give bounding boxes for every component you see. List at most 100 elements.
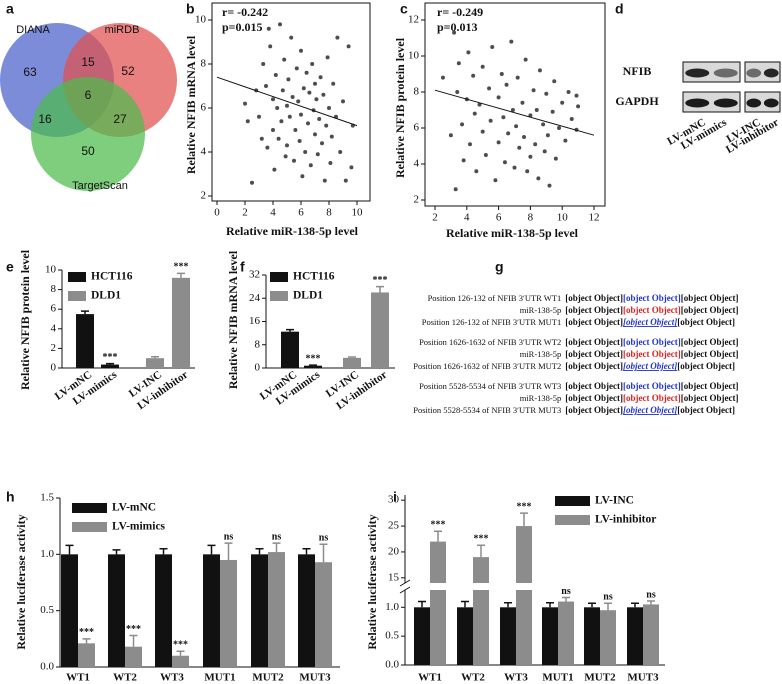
significance: *** bbox=[373, 275, 388, 286]
point bbox=[452, 30, 457, 35]
x-tick-label: 6 bbox=[298, 207, 304, 219]
point bbox=[553, 156, 558, 161]
significance: *** bbox=[173, 640, 188, 651]
sequence-name: Position 1626-1632 of NFIB 3′UTR MUT2 bbox=[413, 361, 561, 371]
y-tick-label: 4 bbox=[51, 322, 57, 334]
error-bar bbox=[81, 310, 89, 315]
point bbox=[343, 178, 348, 183]
x-tick-label: MUT3 bbox=[627, 672, 659, 684]
error-bar bbox=[434, 530, 442, 542]
legend-label: LV-mNC bbox=[112, 502, 156, 514]
point bbox=[271, 128, 275, 132]
point bbox=[299, 48, 303, 53]
point bbox=[488, 118, 493, 123]
point bbox=[501, 115, 506, 120]
error-bar bbox=[159, 547, 168, 555]
point bbox=[480, 64, 485, 69]
x-tick-label: 4 bbox=[270, 207, 276, 219]
y-tick-label: 8 bbox=[255, 338, 261, 350]
x-tick-label: 8 bbox=[326, 207, 332, 219]
x-tick-label: 8 bbox=[528, 212, 534, 224]
significance: *** bbox=[174, 262, 189, 273]
sequence: [object Object][object Object] bbox=[623, 317, 735, 327]
bar bbox=[298, 554, 315, 667]
x-axis-label: Relative miR-138-5p level bbox=[226, 224, 359, 238]
point bbox=[545, 133, 550, 138]
x-tick-label: 0 bbox=[214, 207, 220, 219]
point bbox=[329, 134, 334, 139]
panel-letter: a bbox=[6, 1, 14, 17]
panel-letter: e bbox=[6, 259, 14, 275]
point bbox=[499, 72, 504, 76]
sequence-name: Position 5528-5534 of NFIB 3′UTR MUT3 bbox=[413, 405, 561, 415]
significance: ns bbox=[272, 531, 282, 542]
sequence-part: [object Object] bbox=[681, 337, 739, 347]
point bbox=[285, 143, 289, 148]
significance: ns bbox=[561, 586, 571, 597]
point bbox=[517, 145, 522, 150]
y-tick-label: 1.0 bbox=[385, 601, 399, 613]
point bbox=[315, 152, 320, 157]
y-tick-label: 15 bbox=[388, 571, 400, 583]
sequence-part: [object Object] bbox=[623, 305, 681, 315]
point bbox=[448, 133, 453, 138]
legend-swatch bbox=[68, 291, 86, 301]
bar bbox=[600, 610, 616, 665]
sequence-part: [object Object] bbox=[623, 381, 681, 391]
point bbox=[327, 106, 331, 110]
sequence: [object Object][object Object] bbox=[623, 393, 738, 403]
point bbox=[461, 158, 466, 163]
error-bar bbox=[112, 549, 121, 555]
point bbox=[286, 77, 291, 82]
point bbox=[285, 103, 289, 108]
y-tick-label: 0 bbox=[255, 362, 261, 374]
bar bbox=[146, 358, 164, 368]
error-bar bbox=[520, 512, 528, 527]
fit-line bbox=[434, 89, 595, 136]
point bbox=[346, 44, 351, 49]
sequence: [object Object][object Object] bbox=[623, 381, 738, 391]
x-tick-label: 12 bbox=[589, 212, 600, 224]
error-bar bbox=[309, 364, 317, 366]
stat-annotation: r= -0.242 bbox=[222, 5, 268, 19]
y-axis-label: Relative NFIB mRNA level bbox=[184, 35, 198, 174]
venn-count: 52 bbox=[121, 64, 135, 78]
point bbox=[504, 82, 509, 87]
point bbox=[496, 95, 501, 100]
point bbox=[480, 129, 485, 134]
sequence-part: [object Object] bbox=[681, 305, 739, 315]
bar bbox=[315, 562, 332, 667]
y-tick-label: 1.5 bbox=[40, 492, 54, 504]
sequence-part: [object Object] bbox=[623, 293, 681, 303]
significance: ns bbox=[224, 531, 234, 542]
point bbox=[456, 61, 461, 66]
axis-break bbox=[399, 586, 411, 594]
point bbox=[455, 90, 460, 94]
venn-set-name: miRDB bbox=[105, 24, 140, 36]
sequence-part: [object Object] bbox=[565, 293, 623, 303]
blot-band bbox=[713, 98, 738, 108]
bar bbox=[78, 643, 95, 667]
sequence-name: miR-138-5p bbox=[520, 349, 562, 359]
point bbox=[512, 165, 517, 170]
legend-swatch bbox=[555, 496, 590, 506]
point bbox=[331, 81, 336, 86]
y-tick-label: 0.5 bbox=[40, 604, 54, 616]
bar bbox=[643, 604, 659, 665]
bar bbox=[281, 331, 299, 368]
sequence-part: [object Object] bbox=[677, 405, 735, 415]
point bbox=[467, 142, 472, 147]
point bbox=[308, 163, 313, 168]
bar bbox=[584, 607, 600, 665]
point bbox=[528, 154, 533, 159]
legend-swatch bbox=[72, 522, 107, 532]
venn-set bbox=[31, 77, 145, 191]
y-tick-label: 0 bbox=[51, 362, 57, 374]
error-bar bbox=[255, 547, 264, 555]
point bbox=[490, 45, 495, 49]
sequence-prefix: [object Object] bbox=[565, 405, 623, 415]
point bbox=[349, 165, 354, 170]
error-bar bbox=[647, 600, 655, 605]
venn-count: 50 bbox=[81, 144, 95, 158]
bar bbox=[61, 554, 78, 667]
